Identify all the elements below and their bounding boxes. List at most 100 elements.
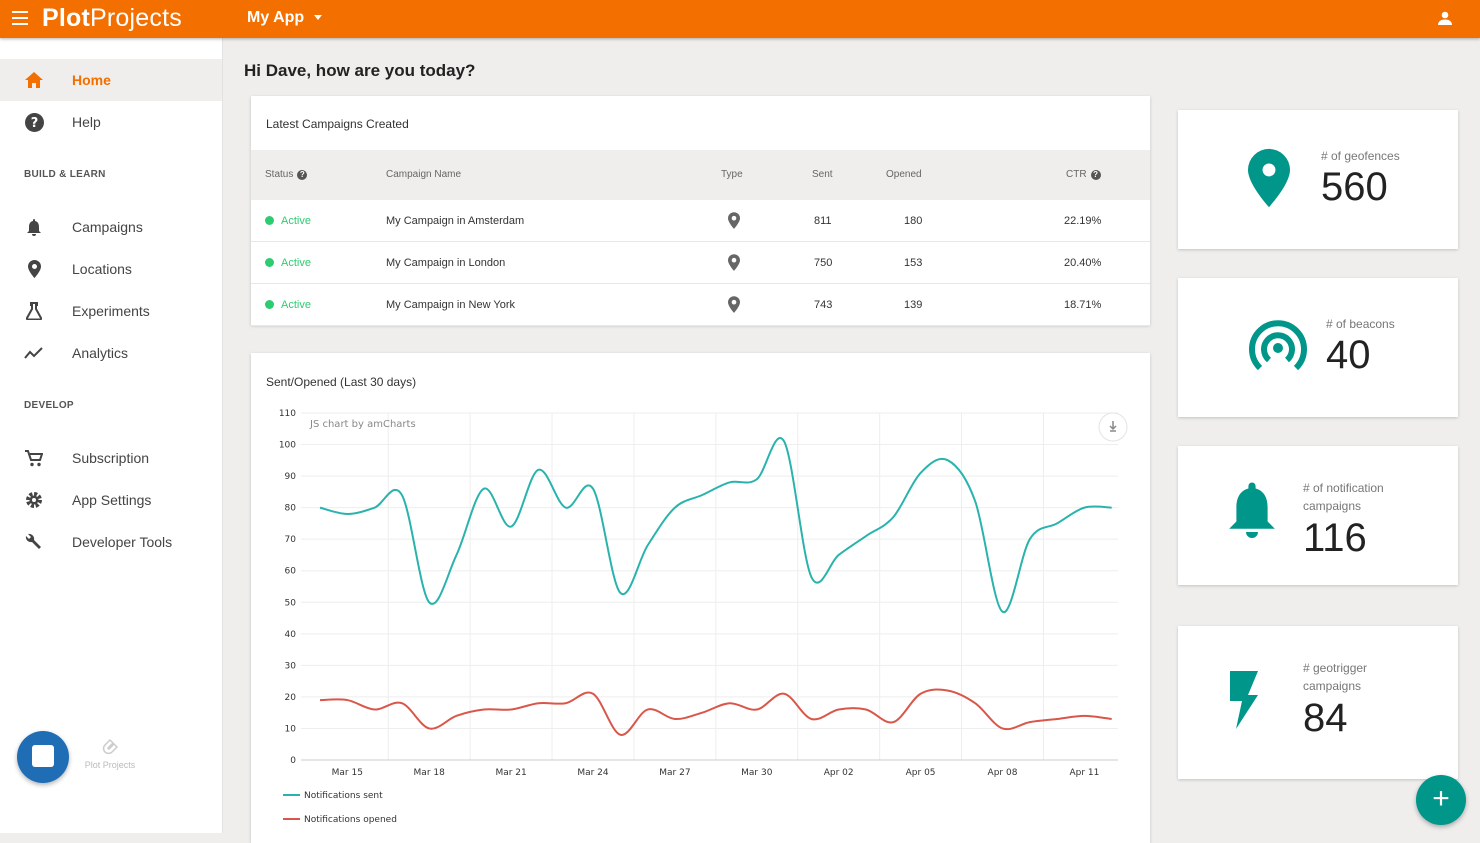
- sidebar-item-analytics[interactable]: Analytics: [0, 332, 222, 374]
- table-row[interactable]: Active My Campaign in London 750 153 20.…: [251, 242, 1150, 284]
- x-tick-label: Apr 08: [988, 768, 1018, 778]
- opened-count: 180: [904, 215, 923, 227]
- sidebar-item-help[interactable]: ? Help: [0, 101, 222, 143]
- card-title: Sent/Opened (Last 30 days): [266, 375, 417, 389]
- stat-value: 116: [1303, 516, 1367, 560]
- sidebar-item-locations[interactable]: Locations: [0, 248, 222, 290]
- y-tick-label: 30: [285, 661, 297, 671]
- sent-opened-chart-card: Sent/Opened (Last 30 days) 0 10 20 30 40 50 60…: [251, 353, 1150, 843]
- legend-label: Notifications sent: [304, 791, 383, 801]
- download-icon: [1109, 421, 1117, 432]
- column-campaign-name[interactable]: Campaign Name: [386, 169, 462, 180]
- opened-count: 139: [904, 299, 923, 311]
- help-icon[interactable]: ?: [1090, 170, 1101, 180]
- x-tick-label: Mar 18: [414, 768, 446, 778]
- y-tick-label: 90: [285, 472, 297, 482]
- status-text: Active: [281, 215, 311, 227]
- series-line-0: [319, 437, 1112, 613]
- location-pin-icon: [728, 296, 740, 316]
- y-tick-label: 110: [279, 409, 296, 419]
- sidebar-item-label: Locations: [72, 261, 132, 277]
- magnet-icon: [102, 738, 119, 755]
- app-selector[interactable]: My App: [247, 9, 323, 27]
- stat-value: 560: [1321, 165, 1388, 209]
- campaign-name[interactable]: My Campaign in Amsterdam: [386, 215, 525, 227]
- y-tick-label: 20: [285, 693, 297, 703]
- sidebar-item-campaigns[interactable]: Campaigns: [0, 206, 222, 248]
- column-opened[interactable]: Opened: [886, 169, 922, 180]
- stat-label: # geotrigger campaigns: [1303, 661, 1368, 693]
- lightning-icon: [1228, 671, 1278, 733]
- sidebar: Home ? Help BUILD & LEARN Campaigns Loca…: [0, 38, 223, 833]
- top-app-bar: PlotProjects My App: [0, 0, 1480, 38]
- menu-icon[interactable]: [12, 11, 28, 25]
- chat-button[interactable]: [17, 731, 69, 783]
- column-sent[interactable]: Sent: [812, 169, 833, 180]
- y-tick-label: 100: [279, 441, 296, 451]
- x-tick-label: Mar 24: [577, 768, 609, 778]
- stat-card-2: # of notification campaigns 116: [1178, 446, 1458, 585]
- bell-icon: [1228, 482, 1278, 544]
- stat-card-0: # of geofences 560: [1178, 110, 1458, 249]
- status-text: Active: [281, 257, 311, 269]
- table-header: Status? Campaign Name Type Sent Opened C…: [251, 150, 1150, 200]
- x-tick-label: Apr 05: [906, 768, 936, 778]
- table-row[interactable]: Active My Campaign in Amsterdam 811 180 …: [251, 200, 1150, 242]
- help-icon[interactable]: ?: [297, 170, 308, 180]
- ctr-value: 22.19%: [1064, 215, 1102, 227]
- location-pin-icon: [24, 259, 44, 279]
- y-tick-label: 10: [285, 724, 297, 734]
- sidebar-item-subscription[interactable]: Subscription: [0, 437, 222, 479]
- column-ctr[interactable]: CTR?: [1066, 169, 1101, 180]
- ctr-value: 18.71%: [1064, 299, 1102, 311]
- column-type[interactable]: Type: [721, 169, 743, 180]
- wrench-icon: [24, 532, 44, 552]
- campaign-name[interactable]: My Campaign in London: [386, 257, 506, 269]
- legend-label: Notifications opened: [304, 815, 397, 825]
- y-tick-label: 50: [285, 598, 297, 608]
- campaign-name[interactable]: My Campaign in New York: [386, 299, 516, 311]
- latest-campaigns-card: Latest Campaigns Created Status? Campaig…: [251, 96, 1150, 326]
- sent-count: 811: [814, 215, 832, 227]
- column-label: Status: [265, 169, 294, 180]
- credit-text: Plot Projects: [84, 760, 136, 770]
- help-icon: ?: [24, 112, 44, 132]
- user-icon[interactable]: [1438, 11, 1452, 25]
- opened-count: 153: [904, 257, 923, 269]
- line-chart: 0 10 20 30 40 50 60 70 80 90 100 110 Mar 15 Mar 18 Mar…: [279, 409, 1128, 825]
- series-line-1: [319, 688, 1112, 736]
- page-title: Hi Dave, how are you today?: [244, 61, 476, 80]
- sidebar-item-experiments[interactable]: Experiments: [0, 290, 222, 332]
- status-dot-icon: [265, 300, 274, 309]
- y-tick-label: 40: [285, 630, 297, 640]
- status-badge: Active: [265, 299, 311, 311]
- sidebar-item-app-settings[interactable]: App Settings: [0, 479, 222, 521]
- plot-projects-credit[interactable]: Plot Projects: [80, 738, 140, 770]
- section-build-learn: BUILD & LEARN: [24, 169, 106, 180]
- location-pin-icon: [728, 212, 740, 232]
- sidebar-item-label: Help: [72, 114, 101, 130]
- status-dot-icon: [265, 258, 274, 267]
- caret-down-icon: [314, 15, 323, 21]
- app-name: My App: [247, 9, 305, 26]
- x-tick-label: Mar 27: [659, 768, 690, 778]
- logo[interactable]: PlotProjects: [42, 4, 182, 33]
- sent-count: 743: [814, 299, 833, 311]
- trend-icon: [24, 343, 44, 363]
- x-tick-label: Apr 11: [1069, 768, 1099, 778]
- add-button[interactable]: +: [1416, 775, 1466, 825]
- sidebar-item-label: Developer Tools: [72, 534, 173, 550]
- stat-label: # of geofences: [1321, 149, 1400, 163]
- x-tick-label: Mar 30: [741, 768, 773, 778]
- table-row[interactable]: Active My Campaign in New York 743 139 1…: [251, 284, 1150, 326]
- sidebar-item-developer-tools[interactable]: Developer Tools: [0, 521, 222, 563]
- sidebar-item-home[interactable]: Home: [0, 59, 222, 101]
- sidebar-item-label: Home: [72, 72, 111, 88]
- cart-icon: [24, 448, 44, 468]
- x-tick-label: Mar 15: [332, 768, 363, 778]
- column-status[interactable]: Status?: [265, 169, 308, 180]
- location-pin-icon: [728, 254, 740, 274]
- sidebar-item-label: Subscription: [72, 450, 150, 466]
- stat-label: # of beacons: [1326, 317, 1395, 331]
- ctr-value: 20.40%: [1064, 257, 1102, 269]
